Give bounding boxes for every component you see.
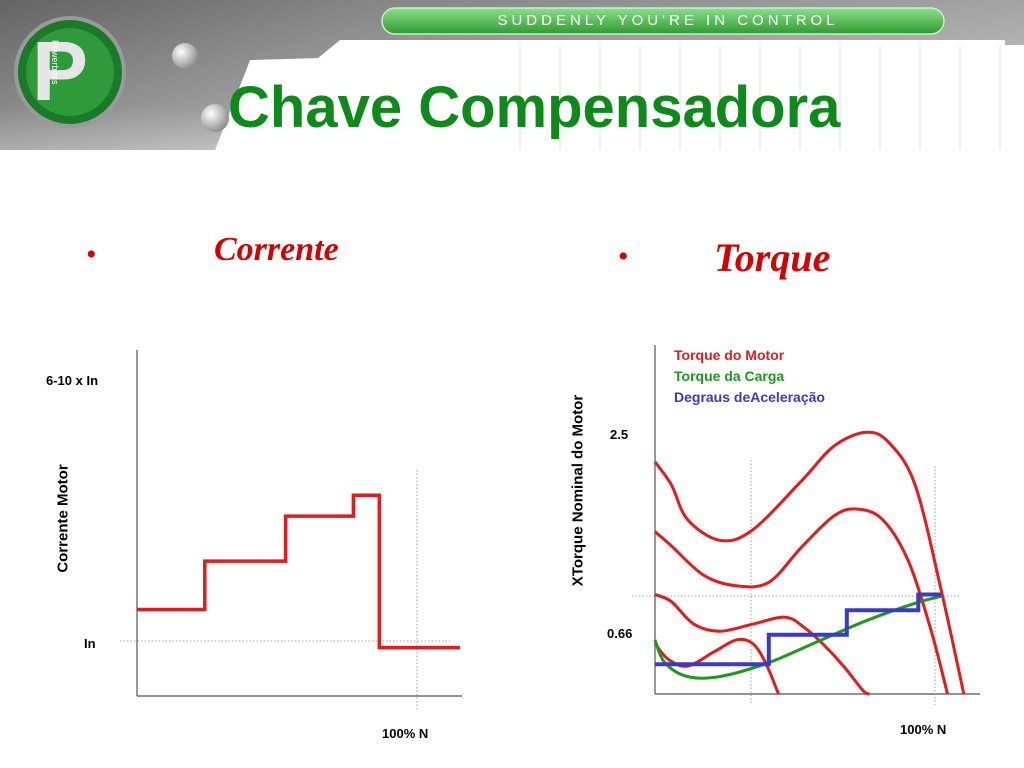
y-tick-label: 0.66 (607, 626, 633, 641)
bullet-dot-corrente: • (86, 238, 97, 271)
y-axis-label: XTorque Nominal do Motor (569, 394, 587, 587)
motor-torque-curve-3 (653, 637, 780, 695)
y-tick-label: 2.5 (610, 427, 629, 442)
header-banner: P Powerboss (0, 0, 1024, 150)
y-tick-label: 6-10 x In (46, 373, 99, 388)
load-torque-curve-0 (653, 594, 942, 680)
logo-text: Powerboss (50, 40, 60, 85)
bullet-dot-torque: • (618, 240, 629, 273)
x-tick-label: 100% N (382, 726, 429, 741)
x-tick-label: 100% N (900, 722, 947, 737)
y-axis-label: Corrente Motor (54, 464, 72, 573)
bullet-label-torque: Torque (714, 235, 831, 280)
page-title: Chave Compensadora (228, 75, 841, 140)
motor-torque-curve-1 (654, 507, 949, 695)
bullet-label-corrente: Corrente (214, 231, 339, 268)
motor-torque-curve-2 (654, 593, 871, 696)
acceleration-steps-line-0 (655, 592, 941, 667)
motor-torque-curve-0 (653, 430, 966, 695)
slogan: SUDDENLY YOU'RE IN CONTROL (497, 12, 839, 29)
y-tick-label: In (84, 636, 96, 651)
svg-text:P: P (32, 24, 88, 118)
legend-item: Torque do Motor (674, 347, 785, 363)
powerboss-logo: P Powerboss (14, 16, 126, 128)
legend-item: Torque da Carga (674, 368, 785, 384)
corrente-series-line (137, 493, 460, 650)
legend-item: Degraus deAceleração (674, 389, 825, 405)
